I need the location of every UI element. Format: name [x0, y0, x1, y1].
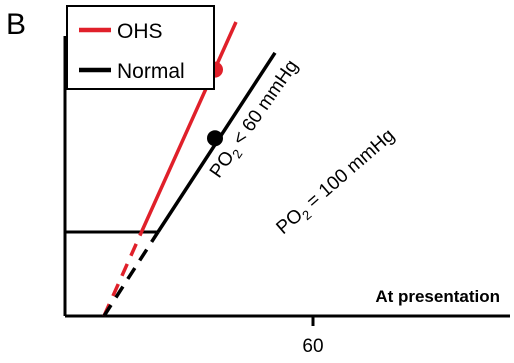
ohs-dashed-segment	[102, 231, 144, 317]
ohs-line	[139, 21, 238, 233]
panel-label: B	[6, 8, 26, 41]
normal-dashed-segment	[102, 231, 160, 317]
x-tick-label: 60	[302, 336, 323, 357]
legend-box	[66, 5, 215, 90]
normal-annotation: PO2 = 100 mmHg	[273, 125, 401, 241]
normal-marker	[207, 130, 223, 147]
x-axis-title: At presentation	[375, 287, 500, 306]
legend-label-ohs: OHS	[117, 20, 163, 43]
legend: OHS Normal	[66, 5, 215, 90]
ohs-annotation: PO2 < 60 mmHg	[206, 56, 305, 183]
axes: 60 At presentation	[63, 36, 510, 357]
series-normal: PO2 = 100 mmHg	[102, 51, 401, 317]
legend-label-normal: Normal	[117, 60, 185, 83]
